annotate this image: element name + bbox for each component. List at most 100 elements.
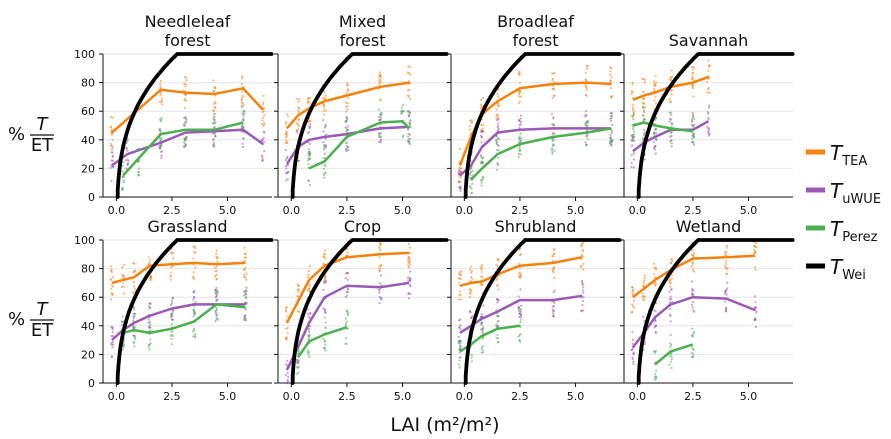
data-point xyxy=(551,305,554,308)
data-point xyxy=(307,157,310,160)
data-point xyxy=(121,266,124,269)
data-point xyxy=(378,98,381,101)
data-point xyxy=(641,292,644,295)
data-point xyxy=(691,140,694,143)
data-point xyxy=(134,312,137,315)
data-point xyxy=(407,292,410,296)
data-point xyxy=(132,317,135,320)
y-label-percent: % xyxy=(8,124,25,145)
data-point xyxy=(643,319,646,323)
data-point xyxy=(346,102,350,105)
data-point xyxy=(286,155,289,158)
data-point xyxy=(149,259,152,262)
data-point xyxy=(653,99,656,102)
data-point xyxy=(480,275,483,279)
data-point xyxy=(192,276,195,279)
data-point xyxy=(669,98,672,101)
data-point xyxy=(480,123,483,127)
data-point xyxy=(322,337,325,341)
data-point xyxy=(345,110,348,113)
data-point xyxy=(652,262,656,265)
data-point xyxy=(496,92,499,95)
data-point xyxy=(707,118,710,121)
data-point xyxy=(470,277,474,280)
data-point xyxy=(409,292,412,296)
data-point xyxy=(285,167,288,170)
data-point xyxy=(630,144,634,147)
data-point xyxy=(160,103,164,106)
data-point xyxy=(653,378,656,382)
data-point xyxy=(212,132,215,135)
data-point xyxy=(519,307,523,311)
data-point xyxy=(324,349,327,352)
axis-labels: LAI (m²/m²)% TET% TET xyxy=(8,114,500,436)
panel-title: forest xyxy=(164,31,210,50)
data-point xyxy=(459,185,462,188)
data-point xyxy=(497,288,500,291)
data-point xyxy=(471,174,474,177)
data-point xyxy=(496,163,499,166)
data-point xyxy=(214,270,217,273)
data-point xyxy=(306,327,310,330)
data-point xyxy=(307,315,310,318)
data-point xyxy=(495,138,498,141)
data-point xyxy=(287,375,290,378)
data-point xyxy=(214,135,217,138)
data-point xyxy=(631,347,635,350)
data-point xyxy=(244,308,247,311)
data-point xyxy=(609,119,613,123)
data-point xyxy=(323,126,327,129)
data-point xyxy=(170,299,174,302)
data-point xyxy=(459,324,462,327)
data-point xyxy=(322,288,325,291)
data-point xyxy=(470,164,473,167)
data-point xyxy=(245,272,248,275)
data-point xyxy=(708,91,711,94)
y-tick-label: 60 xyxy=(81,291,95,304)
data-point xyxy=(471,170,474,173)
data-point xyxy=(753,295,756,298)
data-point xyxy=(409,270,412,273)
data-point xyxy=(110,159,113,162)
data-point xyxy=(324,275,327,278)
data-point xyxy=(214,87,217,90)
data-point xyxy=(670,277,673,280)
data-point xyxy=(482,130,485,134)
data-point xyxy=(407,279,410,282)
data-point xyxy=(286,332,289,335)
data-point xyxy=(110,133,114,136)
data-point xyxy=(111,328,114,331)
data-point xyxy=(324,339,327,342)
data-point xyxy=(170,271,173,274)
data-point xyxy=(192,327,196,330)
data-point xyxy=(344,142,347,145)
data-point xyxy=(608,142,611,145)
data-point xyxy=(214,112,217,115)
data-point xyxy=(753,306,756,309)
data-point xyxy=(518,146,521,149)
data-point xyxy=(408,120,412,123)
data-point xyxy=(286,359,289,362)
data-point xyxy=(497,137,500,140)
data-point xyxy=(481,348,484,351)
data-point xyxy=(120,323,124,326)
data-point xyxy=(183,124,186,128)
data-point xyxy=(192,263,195,266)
data-point xyxy=(323,346,327,350)
data-point xyxy=(380,132,383,135)
data-point xyxy=(122,285,125,288)
data-point xyxy=(263,140,266,143)
data-point xyxy=(707,106,711,109)
data-point xyxy=(109,125,113,128)
data-point xyxy=(631,356,634,359)
data-point xyxy=(692,289,695,292)
data-point xyxy=(408,255,411,259)
data-point xyxy=(323,143,326,147)
data-point xyxy=(518,118,521,122)
data-point xyxy=(184,99,188,102)
data-point xyxy=(347,146,350,149)
data-point xyxy=(149,276,153,279)
data-point xyxy=(518,74,521,77)
x-tick-label: 2.5 xyxy=(163,390,181,403)
data-point xyxy=(655,282,658,286)
